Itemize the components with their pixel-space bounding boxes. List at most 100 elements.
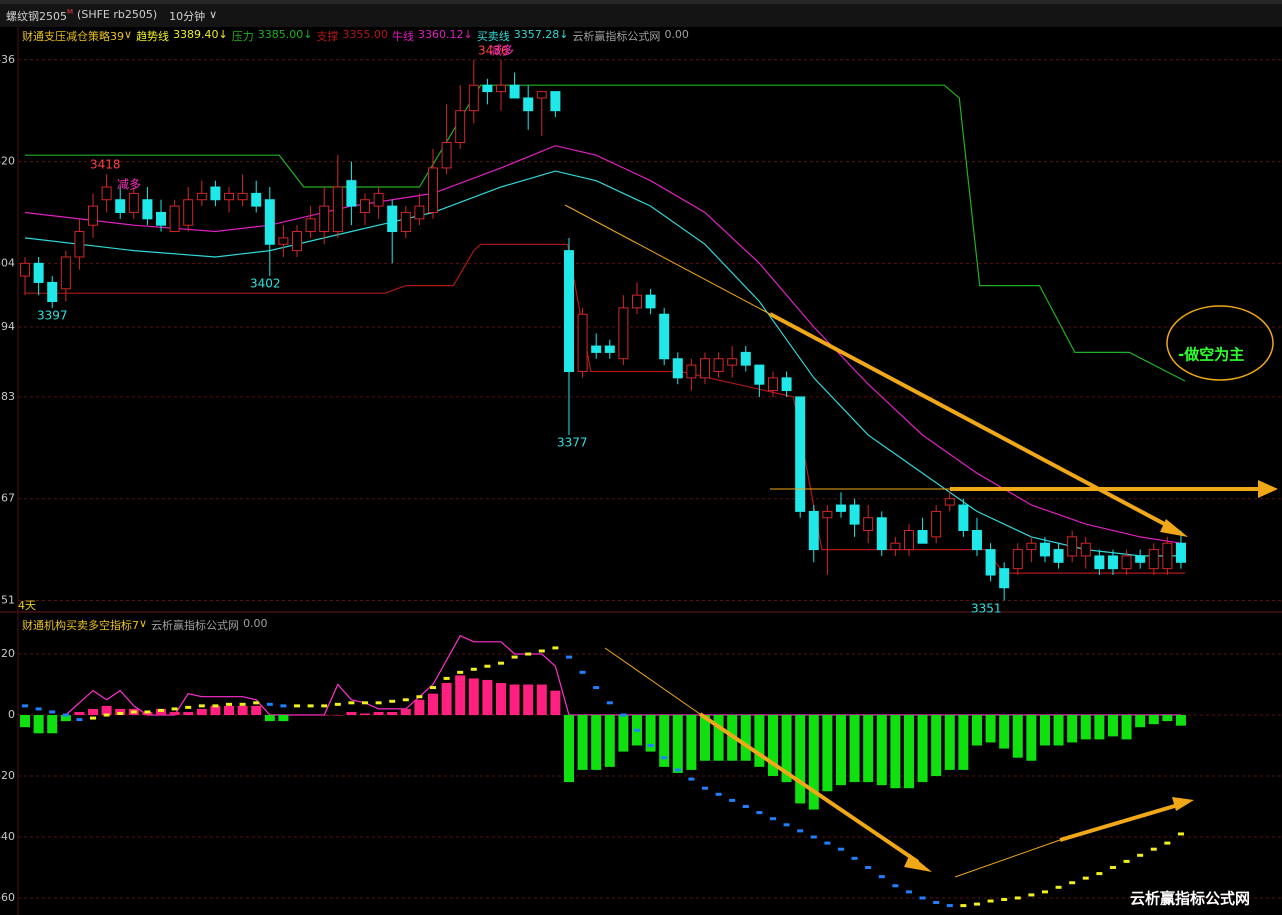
candle-body — [591, 345, 602, 353]
code: (SHFE rb2505) — [77, 8, 158, 21]
legend-text: 牛线 — [392, 30, 414, 43]
y-tick-label: 3351 — [0, 593, 15, 606]
bar — [740, 715, 751, 761]
candle-body — [876, 517, 887, 551]
symbol-sup: M — [67, 8, 74, 16]
candle-body — [400, 211, 411, 233]
candle-body — [264, 199, 275, 245]
indicator-name[interactable]: 财通支压减仓策略39 — [22, 30, 124, 43]
candle-body — [495, 84, 506, 93]
candle-body — [958, 504, 969, 531]
annotation: 减多 — [117, 178, 141, 192]
candle-body — [373, 192, 384, 207]
candle-body — [740, 351, 751, 366]
bar — [1121, 715, 1132, 740]
candle-body — [931, 510, 942, 538]
bar — [468, 678, 479, 716]
bar — [20, 715, 31, 728]
candle-body — [808, 510, 819, 551]
bar — [808, 715, 819, 810]
indicator-name[interactable]: 财通机构买卖多空指标7 — [22, 619, 139, 632]
bar — [400, 708, 411, 716]
bar — [604, 715, 615, 767]
symbol[interactable]: 螺纹钢2505 — [6, 10, 67, 23]
candle-body — [305, 218, 316, 233]
bar — [1175, 715, 1186, 726]
y-tick-label: 3367 — [0, 492, 15, 505]
candle-body — [33, 262, 44, 283]
dropdown[interactable]: ∨ — [124, 28, 133, 41]
candle-body — [1067, 536, 1078, 557]
dropdown[interactable]: ∨ — [139, 617, 148, 630]
y-tick-label: -60 — [0, 891, 15, 904]
candle-body — [319, 205, 330, 233]
candle-body — [482, 84, 493, 93]
candle-body — [795, 396, 806, 512]
period-label: 4天 — [18, 599, 36, 612]
candle-body — [645, 294, 656, 309]
bar — [346, 711, 357, 716]
bar — [903, 715, 914, 789]
candle-body — [686, 364, 697, 379]
candle-body — [767, 377, 778, 392]
candle-body — [999, 568, 1010, 589]
bar — [278, 715, 289, 722]
bar — [781, 715, 792, 783]
trend-line — [564, 204, 771, 315]
arrowhead — [1258, 480, 1278, 498]
legend-text: 3355.00 — [342, 28, 389, 41]
legend-text: 3360.12↓ — [418, 28, 473, 41]
period[interactable]: 10分钟 — [169, 10, 206, 23]
trend-arrow — [698, 712, 920, 864]
legend-text: 趋势线 — [136, 30, 170, 43]
candle-body — [1080, 542, 1091, 557]
candle-body — [128, 192, 139, 213]
candle-body — [468, 84, 479, 112]
candle-body — [849, 504, 860, 525]
indicator-line — [24, 145, 1182, 544]
candle-body — [1148, 549, 1159, 570]
bar — [863, 715, 874, 783]
bar — [1135, 715, 1146, 728]
candle-body — [781, 377, 792, 392]
bar — [47, 715, 58, 734]
bar — [88, 708, 99, 716]
indicator-line — [25, 243, 1185, 574]
bar — [196, 708, 207, 716]
legend-text: 3385.00↓ — [257, 28, 313, 41]
candle-body — [659, 313, 670, 360]
annotation: 3402 — [250, 277, 281, 291]
bar — [427, 693, 438, 716]
legend-text: 压力 — [231, 30, 254, 43]
candle-body — [618, 307, 629, 360]
bar — [495, 682, 506, 716]
bar — [1012, 715, 1023, 758]
bar — [577, 715, 588, 770]
drawing — [564, 204, 1274, 878]
bar — [33, 715, 44, 734]
bar — [1107, 715, 1118, 737]
bar — [387, 711, 398, 716]
candle-body — [917, 529, 928, 544]
candle-body — [210, 186, 221, 201]
bar — [1026, 715, 1037, 761]
dropdown[interactable]: ∨ — [209, 8, 218, 21]
candle-body — [224, 192, 235, 201]
y-tick-label: 0 — [8, 708, 15, 721]
bar — [536, 684, 547, 716]
bar — [713, 715, 724, 761]
bar — [1053, 715, 1064, 746]
y-tick-label: 20 — [1, 647, 15, 660]
y-tick-label: 3383 — [0, 390, 15, 403]
candle-body — [115, 199, 126, 213]
bar — [754, 715, 765, 767]
candle-body — [1121, 555, 1132, 570]
candle-body — [1094, 555, 1105, 570]
bar — [1162, 715, 1173, 722]
y-tick-label: -20 — [0, 769, 15, 782]
bar — [414, 699, 425, 716]
arrowhead — [1172, 797, 1194, 811]
candle-body — [523, 97, 534, 112]
